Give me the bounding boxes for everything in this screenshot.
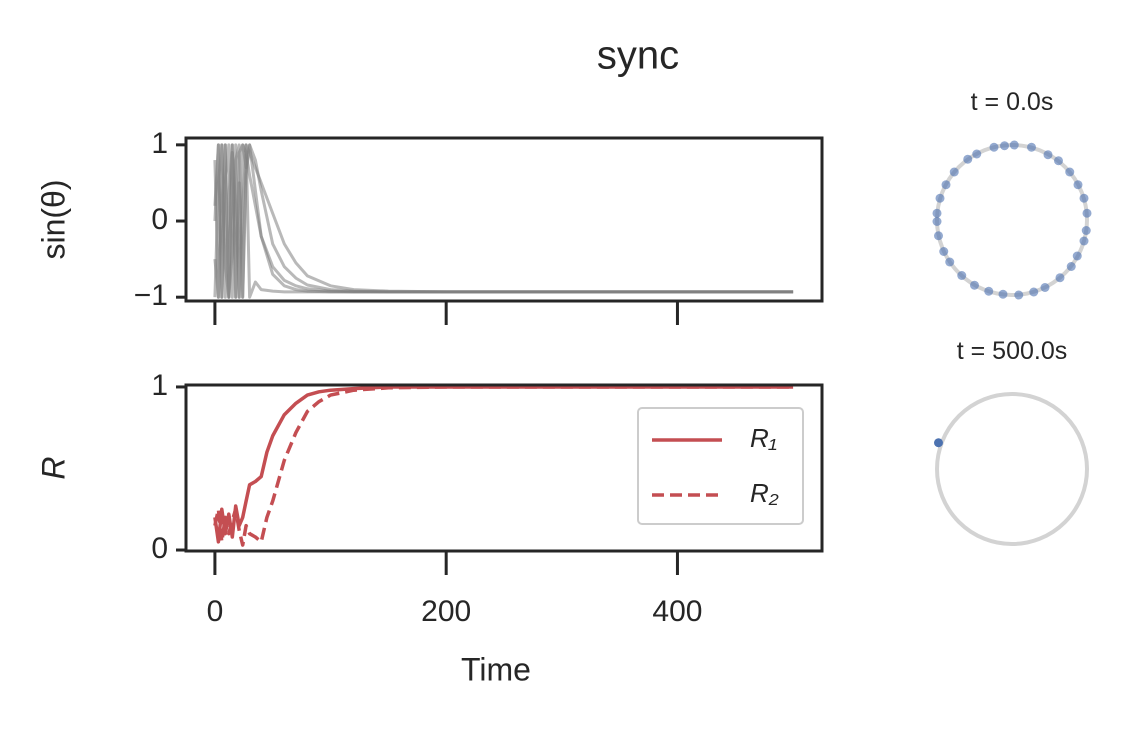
axes-frame: [184, 136, 824, 303]
phase-point: [963, 154, 973, 164]
y-tick-label: 0: [151, 203, 168, 236]
phase-point: [989, 142, 999, 152]
phase-point: [939, 247, 949, 256]
phase-point: [957, 271, 967, 280]
phase-point: [1043, 150, 1053, 160]
phase-point: [1000, 141, 1009, 151]
phase-point: [972, 149, 982, 159]
y-axis-label: sin(θ): [35, 179, 71, 259]
phase-point: [945, 257, 955, 267]
y-tick-label: 1: [151, 369, 168, 402]
phase-point: [1014, 290, 1024, 300]
phase-point: [932, 208, 942, 218]
legend-label: R₁: [750, 423, 777, 453]
phase-point: [1054, 156, 1063, 166]
phase-point: [1027, 142, 1036, 152]
phase-point: [1040, 283, 1050, 292]
x-tick-label: 200: [421, 595, 471, 628]
series-line: [213, 385, 794, 547]
y-axis-label: R: [35, 456, 71, 479]
y-tick-label: 0: [151, 532, 168, 565]
phase-point: [970, 280, 979, 290]
y-tick-label: −1: [134, 279, 168, 312]
phase-point: [949, 167, 959, 177]
subplot-title: t = 500.0s: [957, 337, 1068, 365]
phase-point: [1072, 251, 1082, 261]
series-line: [213, 143, 794, 299]
phase-point: [934, 231, 943, 241]
phase-point: [1065, 167, 1075, 177]
phase-point: [932, 217, 942, 226]
phase-point: [1082, 208, 1092, 218]
subplot-title: t = 0.0s: [971, 88, 1054, 116]
x-tick-label: 0: [207, 595, 224, 628]
phase-point: [941, 180, 951, 190]
phase-point: [1029, 287, 1039, 297]
phase-point: [1073, 180, 1083, 190]
phase-point: [1009, 140, 1019, 150]
phase-point: [1055, 273, 1065, 283]
x-axis-label: Time: [461, 651, 531, 687]
x-tick-label: 400: [652, 595, 702, 628]
phase-point: [934, 438, 943, 448]
figure-title: sync: [597, 34, 679, 78]
unit-ring: [935, 392, 1089, 546]
phase-point: [1081, 226, 1091, 235]
phase-point: [984, 286, 994, 296]
phase-point: [1079, 236, 1089, 246]
phase-point: [998, 289, 1008, 299]
axes-frame: [184, 383, 824, 553]
legend-label: R₂: [750, 478, 779, 508]
y-tick-label: 1: [151, 127, 168, 160]
phase-point: [1079, 193, 1089, 203]
phase-point: [1066, 262, 1076, 271]
phase-point: [935, 193, 945, 203]
